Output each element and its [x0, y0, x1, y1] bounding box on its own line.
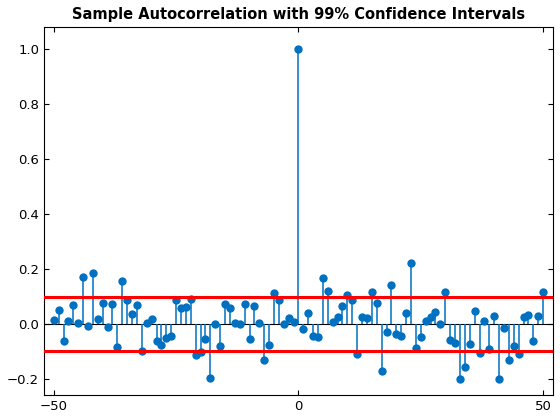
- Title: Sample Autocorrelation with 99% Confidence Intervals: Sample Autocorrelation with 99% Confiden…: [72, 7, 525, 22]
